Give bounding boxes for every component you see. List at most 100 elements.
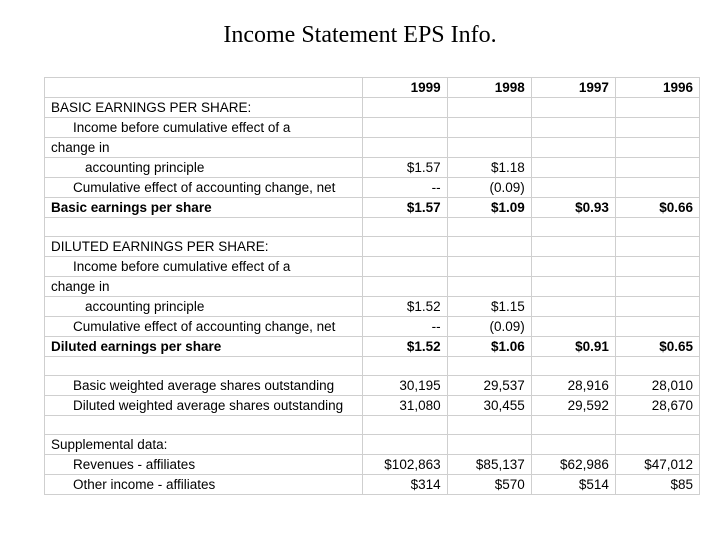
table-spacer-row: [45, 357, 700, 376]
cell-value: 28,670: [615, 396, 699, 416]
col-header-1997: 1997: [531, 78, 615, 98]
empty-cell: [45, 416, 363, 435]
empty-cell: [363, 218, 447, 237]
cell-value: [615, 98, 699, 118]
cell-value: [447, 138, 531, 158]
table-row: Diluted weighted average shares outstand…: [45, 396, 700, 416]
row-label: Other income - affiliates: [45, 475, 363, 495]
cell-value: [531, 297, 615, 317]
table-spacer-row: [45, 218, 700, 237]
empty-cell: [363, 357, 447, 376]
table-spacer-row: [45, 416, 700, 435]
table-row: Revenues - affiliates$102,863$85,137$62,…: [45, 455, 700, 475]
row-label: Basic weighted average shares outstandin…: [45, 376, 363, 396]
empty-cell: [615, 357, 699, 376]
row-label-cont: change in: [45, 277, 363, 297]
row-label: Income before cumulative effect of a: [45, 257, 363, 277]
cell-value: [447, 118, 531, 138]
cell-value: $0.66: [615, 198, 699, 218]
cell-value: $62,986: [531, 455, 615, 475]
table-row: Income before cumulative effect of a: [45, 118, 700, 138]
cell-value: [615, 317, 699, 337]
col-header-label: [45, 78, 363, 98]
cell-value: $85: [615, 475, 699, 495]
table-row: Cumulative effect of accounting change, …: [45, 178, 700, 198]
table-row: Diluted earnings per share$1.52$1.06$0.9…: [45, 337, 700, 357]
cell-value: [363, 138, 447, 158]
empty-cell: [45, 218, 363, 237]
cell-value: $102,863: [363, 455, 447, 475]
cell-value: $1.18: [447, 158, 531, 178]
row-label: DILUTED EARNINGS PER SHARE:: [45, 237, 363, 257]
cell-value: $0.65: [615, 337, 699, 357]
table-row: change in: [45, 138, 700, 158]
cell-value: [615, 138, 699, 158]
cell-value: $85,137: [447, 455, 531, 475]
cell-value: [447, 98, 531, 118]
cell-value: [531, 118, 615, 138]
table-row: accounting principle$1.57$1.18: [45, 158, 700, 178]
eps-table: 1999 1998 1997 1996 BASIC EARNINGS PER S…: [44, 77, 700, 495]
cell-value: $514: [531, 475, 615, 495]
empty-cell: [615, 218, 699, 237]
empty-cell: [531, 357, 615, 376]
table-header-row: 1999 1998 1997 1996: [45, 78, 700, 98]
cell-value: [363, 118, 447, 138]
cell-value: $1.52: [363, 337, 447, 357]
row-label: Cumulative effect of accounting change, …: [45, 178, 363, 198]
cell-value: 30,455: [447, 396, 531, 416]
cell-value: (0.09): [447, 317, 531, 337]
cell-value: [615, 237, 699, 257]
cell-value: $47,012: [615, 455, 699, 475]
cell-value: 29,537: [447, 376, 531, 396]
table-row: Income before cumulative effect of a: [45, 257, 700, 277]
cell-value: [615, 118, 699, 138]
table-row: DILUTED EARNINGS PER SHARE:: [45, 237, 700, 257]
table-row: Basic earnings per share$1.57$1.09$0.93$…: [45, 198, 700, 218]
cell-value: $1.06: [447, 337, 531, 357]
table-row: Basic weighted average shares outstandin…: [45, 376, 700, 396]
row-label: Revenues - affiliates: [45, 455, 363, 475]
cell-value: [363, 435, 447, 455]
cell-value: [447, 257, 531, 277]
table-row: accounting principle$1.52$1.15: [45, 297, 700, 317]
table-row: Cumulative effect of accounting change, …: [45, 317, 700, 337]
cell-value: $0.91: [531, 337, 615, 357]
cell-value: [615, 435, 699, 455]
cell-value: $1.57: [363, 198, 447, 218]
table-row: Other income - affiliates$314$570$514$85: [45, 475, 700, 495]
empty-cell: [447, 218, 531, 237]
row-label-cont: change in: [45, 138, 363, 158]
cell-value: [531, 158, 615, 178]
cell-value: $1.57: [363, 158, 447, 178]
empty-cell: [45, 357, 363, 376]
table-row: change in: [45, 277, 700, 297]
cell-value: 30,195: [363, 376, 447, 396]
cell-value: [615, 297, 699, 317]
empty-cell: [531, 218, 615, 237]
cell-value: $314: [363, 475, 447, 495]
cell-value: [531, 257, 615, 277]
row-label: accounting principle: [45, 158, 363, 178]
cell-value: [363, 98, 447, 118]
row-label: accounting principle: [45, 297, 363, 317]
col-header-1998: 1998: [447, 78, 531, 98]
cell-value: [363, 237, 447, 257]
row-label: Diluted weighted average shares outstand…: [45, 396, 363, 416]
cell-value: [531, 98, 615, 118]
cell-value: 31,080: [363, 396, 447, 416]
cell-value: [447, 277, 531, 297]
cell-value: $0.93: [531, 198, 615, 218]
row-label: Income before cumulative effect of a: [45, 118, 363, 138]
cell-value: [615, 257, 699, 277]
cell-value: [531, 317, 615, 337]
col-header-1996: 1996: [615, 78, 699, 98]
row-label: BASIC EARNINGS PER SHARE:: [45, 98, 363, 118]
row-label: Basic earnings per share: [45, 198, 363, 218]
row-label: Supplemental data:: [45, 435, 363, 455]
table-row: BASIC EARNINGS PER SHARE:: [45, 98, 700, 118]
row-label: Diluted earnings per share: [45, 337, 363, 357]
cell-value: 28,010: [615, 376, 699, 396]
cell-value: [615, 178, 699, 198]
empty-cell: [447, 416, 531, 435]
